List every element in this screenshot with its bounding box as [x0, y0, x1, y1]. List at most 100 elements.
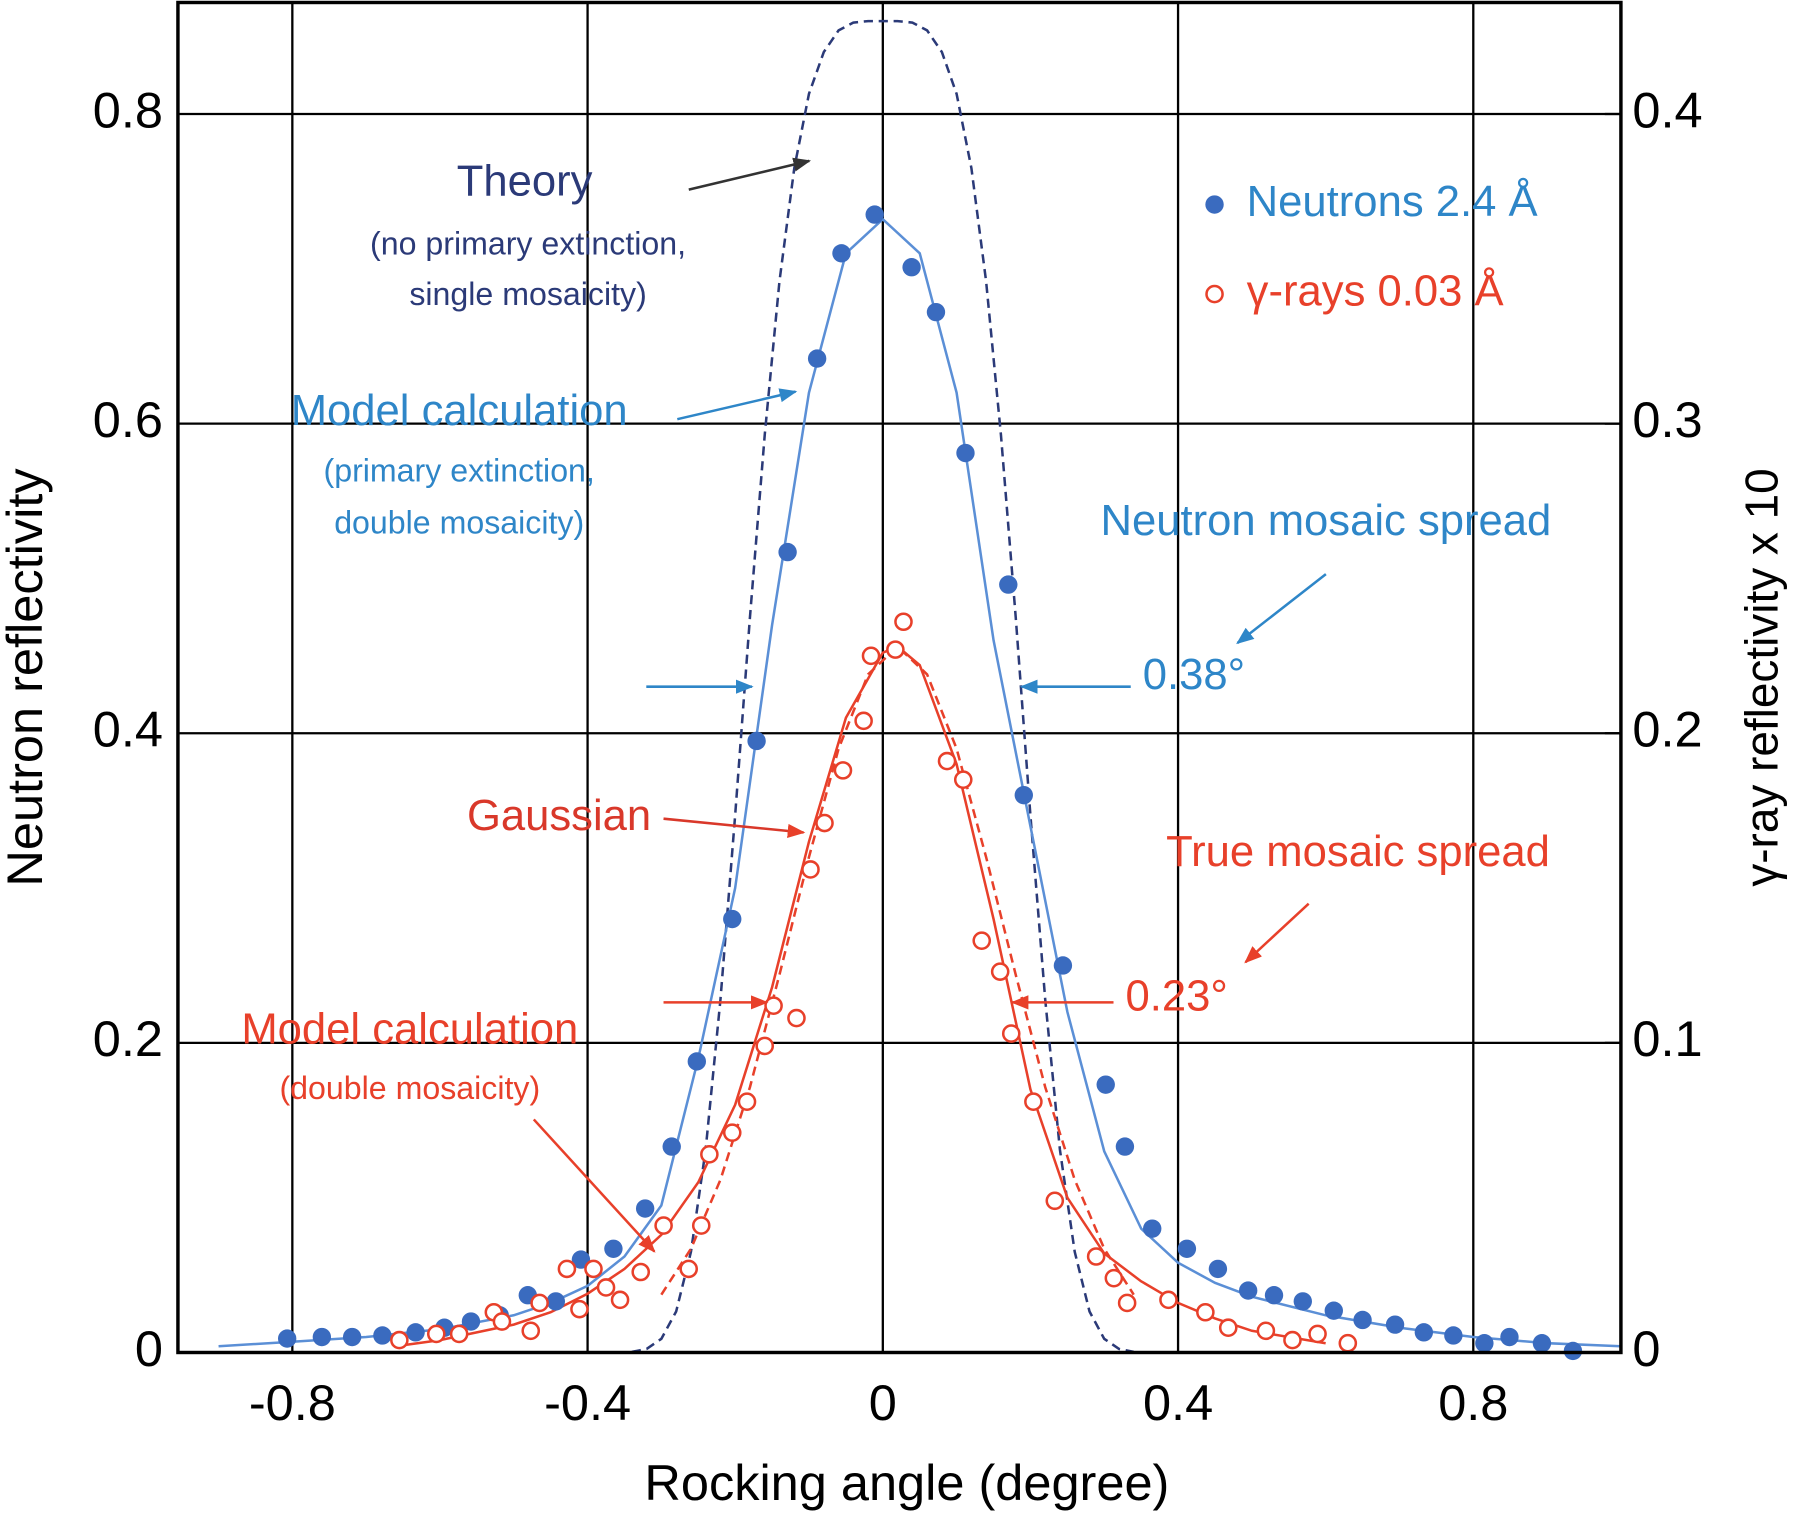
data-point — [1024, 1092, 1043, 1111]
data-point — [1104, 1268, 1124, 1288]
annotation-arrow — [1244, 902, 1310, 964]
data-point — [956, 443, 975, 463]
annotation: (no primary extinction, — [370, 225, 686, 261]
y-tick-label: 0 — [135, 1320, 163, 1377]
data-point — [1196, 1302, 1215, 1322]
data-point — [972, 931, 992, 950]
data-point — [1045, 1191, 1065, 1211]
data-point — [662, 1137, 681, 1156]
data-point — [1532, 1334, 1552, 1353]
data-point — [312, 1327, 332, 1347]
data-point — [999, 575, 1018, 594]
data-point — [1053, 956, 1073, 975]
legend-marker — [1205, 284, 1224, 304]
data-point — [1218, 1318, 1238, 1338]
annotation: single mosaicity) — [409, 276, 646, 312]
data-point — [1086, 1247, 1106, 1266]
data-point — [406, 1323, 425, 1342]
data-point — [1177, 1239, 1197, 1258]
data-point — [691, 1216, 711, 1235]
data-point — [801, 860, 820, 879]
data-point — [778, 542, 797, 562]
y2-tick-label: 0.2 — [1632, 701, 1702, 758]
y2-tick-label: 0.3 — [1632, 391, 1702, 448]
data-point — [1500, 1327, 1519, 1347]
data-point — [832, 244, 851, 263]
y-tick-label: 0.6 — [93, 391, 163, 448]
x-tick-label: 0.4 — [1143, 1374, 1213, 1431]
annotation-arrow — [1236, 573, 1327, 645]
y-axis-label: Neutron reflectivity — [0, 468, 53, 887]
data-point — [937, 751, 957, 771]
data-point — [449, 1324, 469, 1344]
data-point — [530, 1293, 549, 1313]
y2-tick-label: 0.1 — [1632, 1010, 1702, 1067]
y2-tick-label: 0 — [1632, 1320, 1660, 1377]
data-point — [807, 349, 827, 368]
data-point — [1117, 1293, 1137, 1313]
data-point — [861, 646, 881, 666]
annotation: Neutron mosaic spread — [1100, 497, 1551, 545]
data-point — [815, 813, 834, 833]
data-point — [1014, 785, 1033, 805]
legend-label: γ-rays 0.03 Å — [1247, 267, 1504, 316]
data-point — [570, 1299, 589, 1319]
data-point — [894, 612, 913, 632]
data-point — [654, 1216, 673, 1235]
x-tick-label: -0.8 — [249, 1374, 336, 1431]
data-point — [1308, 1324, 1327, 1344]
x-tick-label: 0 — [869, 1374, 897, 1431]
data-point — [426, 1324, 446, 1344]
data-point — [700, 1145, 719, 1164]
data-point — [1444, 1326, 1463, 1345]
annotation: True mosaic spread — [1166, 828, 1550, 876]
data-point — [723, 909, 742, 929]
legend-marker — [1205, 195, 1224, 214]
annotation: Model calculation — [291, 387, 628, 435]
data-point — [1256, 1321, 1276, 1341]
y-tick-label: 0.8 — [93, 81, 163, 138]
data-point — [1159, 1290, 1178, 1310]
annotation: Gaussian — [467, 792, 651, 840]
annotation: 0.23° — [1125, 972, 1227, 1020]
data-point — [1283, 1330, 1302, 1350]
annotation: double mosaicity) — [334, 504, 584, 540]
annotation-arrow — [663, 817, 806, 838]
data-point — [342, 1327, 362, 1347]
data-point — [1414, 1323, 1434, 1342]
annotation: 0.38° — [1143, 651, 1245, 699]
annotation: (primary extinction, — [324, 453, 595, 489]
data-point — [1324, 1301, 1343, 1320]
data-point — [1208, 1259, 1228, 1279]
data-point — [1293, 1292, 1312, 1311]
data-point — [854, 711, 873, 731]
data-point — [687, 1052, 707, 1071]
data-point — [902, 258, 921, 277]
data-point — [461, 1312, 481, 1331]
x-tick-label: 0.8 — [1438, 1374, 1508, 1431]
data-point — [1475, 1334, 1494, 1353]
data-point — [1338, 1333, 1358, 1353]
legend-label: Neutrons 2.4 Å — [1247, 177, 1538, 226]
data-point — [747, 731, 766, 751]
data-point — [755, 1036, 775, 1056]
data-point — [722, 1123, 742, 1142]
data-point — [833, 761, 853, 780]
annotation: Model calculation — [241, 1006, 578, 1054]
annotation-arrow — [677, 388, 798, 421]
y2-axis-label: γ-ray reflectivity x 10 — [1736, 468, 1788, 886]
data-point — [1264, 1286, 1284, 1305]
plot-frame — [176, 0, 1623, 1355]
data-point — [679, 1259, 698, 1279]
data-point — [953, 770, 973, 789]
data-point — [1238, 1281, 1258, 1300]
data-point — [886, 640, 905, 659]
curve — [631, 19, 1134, 1354]
y2-tick-label: 0.4 — [1632, 81, 1702, 138]
data-point — [390, 1330, 409, 1350]
data-point — [865, 205, 884, 224]
data-point — [604, 1239, 623, 1258]
plot-area — [218, 19, 1621, 1361]
